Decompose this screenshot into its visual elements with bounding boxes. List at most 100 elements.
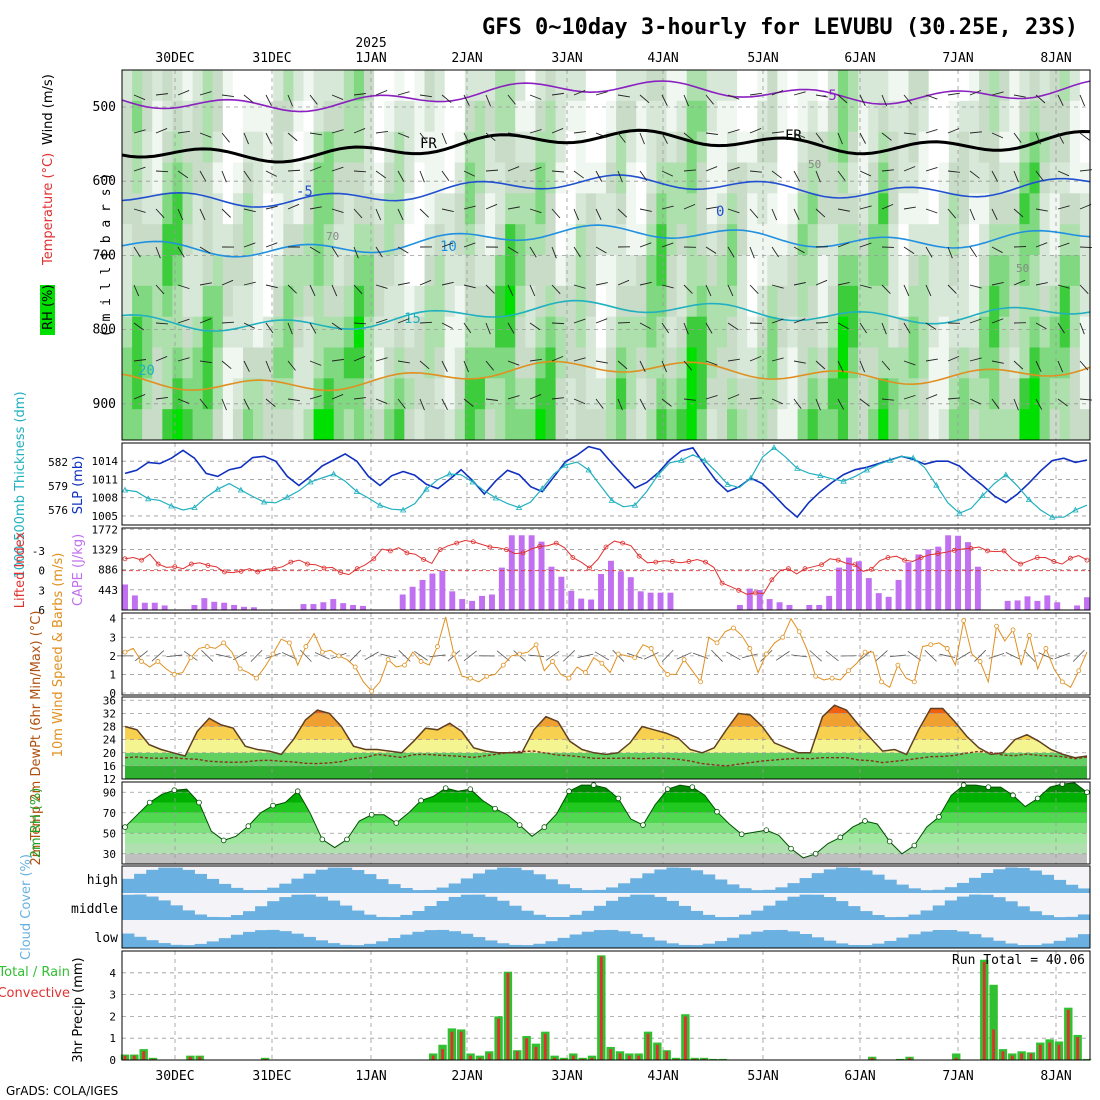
isotherm-label: 20 bbox=[138, 363, 155, 379]
wind-barb bbox=[419, 321, 433, 324]
rh-cell bbox=[222, 378, 234, 410]
rh-cell bbox=[404, 224, 415, 256]
wind10m-barb bbox=[1054, 652, 1070, 659]
wind-barb bbox=[1035, 132, 1041, 145]
rh-cell bbox=[848, 316, 859, 348]
rh-cell bbox=[817, 255, 829, 287]
rh-cell bbox=[162, 131, 173, 163]
wind-barb bbox=[727, 166, 740, 172]
cloud-bar bbox=[230, 887, 244, 893]
rh-cell bbox=[323, 193, 335, 225]
cloud-bar bbox=[751, 931, 764, 948]
pressure-tick-label: 900 bbox=[93, 397, 116, 412]
cloud-bar bbox=[436, 901, 449, 920]
lifted-marker bbox=[918, 555, 924, 560]
rh-cell bbox=[485, 255, 496, 287]
wind10m-marker bbox=[994, 623, 999, 629]
rh-cell bbox=[414, 409, 425, 441]
cloud-bar bbox=[860, 870, 873, 893]
cloud-bar bbox=[315, 869, 328, 893]
wind-barb bbox=[661, 170, 674, 177]
rh-cell bbox=[585, 409, 597, 441]
rh-cell bbox=[777, 162, 788, 194]
rh-cell bbox=[122, 409, 133, 441]
cape-bar bbox=[974, 566, 981, 610]
rh-cell bbox=[122, 224, 133, 256]
rh-cell bbox=[142, 285, 153, 318]
cloud-bar bbox=[436, 887, 449, 893]
wind-barb bbox=[881, 203, 894, 210]
rh-marker bbox=[1034, 795, 1041, 802]
cloud-bar bbox=[267, 929, 280, 948]
rh-cell bbox=[585, 193, 597, 225]
cloud-bar bbox=[993, 897, 1006, 920]
rh-cell bbox=[313, 409, 325, 441]
wind-barb bbox=[375, 170, 387, 179]
wind-barb bbox=[815, 398, 821, 411]
rh-cell bbox=[424, 378, 436, 410]
wind-barb bbox=[705, 395, 718, 400]
bottom-date-label: 2JAN bbox=[451, 1069, 482, 1084]
wind-barb bbox=[661, 360, 668, 373]
lifted-marker bbox=[752, 590, 758, 596]
rh-cell bbox=[868, 100, 879, 133]
wind-barb bbox=[309, 395, 322, 400]
rh-cell bbox=[757, 162, 768, 194]
rh-cell bbox=[1079, 409, 1091, 441]
cape-bar bbox=[875, 593, 882, 610]
wind-barb bbox=[265, 170, 277, 177]
wind-barb bbox=[749, 128, 762, 134]
wind-barb bbox=[353, 397, 366, 400]
lifted-marker bbox=[620, 540, 625, 546]
rh-cell bbox=[999, 316, 1010, 348]
cloud-bar bbox=[400, 934, 413, 948]
rh-cell bbox=[454, 100, 466, 133]
rh-cell bbox=[858, 409, 869, 441]
wind-barb bbox=[309, 322, 317, 334]
rh-cell bbox=[222, 224, 234, 256]
rh-cell bbox=[958, 100, 970, 133]
wind-barb bbox=[991, 281, 1004, 286]
rh-cell bbox=[384, 100, 395, 133]
cloud-bar bbox=[424, 889, 437, 893]
rh-marker bbox=[344, 836, 350, 843]
wind-barb bbox=[463, 398, 474, 407]
rh-cell bbox=[323, 347, 335, 379]
rh-marker bbox=[319, 836, 326, 843]
wind-barb bbox=[969, 170, 980, 179]
rh-cell bbox=[555, 347, 567, 379]
wind-barb bbox=[925, 166, 938, 172]
rh-cell bbox=[283, 224, 294, 256]
rh-cell bbox=[222, 255, 234, 287]
slp-line bbox=[124, 445, 1088, 519]
rh-cell bbox=[122, 378, 133, 410]
cloud-bar bbox=[642, 937, 655, 948]
rh-cell bbox=[1029, 70, 1041, 102]
rh-cell bbox=[979, 378, 990, 410]
rh-cell bbox=[505, 100, 516, 133]
rh-marker bbox=[615, 795, 622, 802]
wind-barb bbox=[793, 246, 805, 254]
thickness-marker bbox=[492, 494, 500, 501]
rh-cell bbox=[989, 378, 1000, 410]
rh-cell bbox=[646, 378, 657, 410]
wind-barb bbox=[133, 208, 146, 213]
cape-bar bbox=[786, 604, 793, 610]
cloud-bar bbox=[835, 901, 849, 920]
cloud-bar bbox=[315, 940, 328, 948]
cloud-bar bbox=[727, 916, 740, 920]
rh-cell bbox=[474, 347, 486, 379]
thickness-marker bbox=[933, 481, 940, 488]
cloud-bar bbox=[1053, 917, 1067, 920]
wind-barb bbox=[155, 170, 169, 173]
rh-cell bbox=[293, 255, 304, 287]
top-date-label: 7JAN bbox=[942, 51, 973, 66]
wind-barb bbox=[661, 205, 674, 210]
rh-cell bbox=[323, 162, 335, 194]
wind10m-marker bbox=[698, 679, 703, 685]
rh-cell bbox=[928, 255, 940, 287]
precip-convective-bar bbox=[553, 1057, 557, 1060]
thickness-marker bbox=[1072, 506, 1079, 513]
wind-barb bbox=[947, 397, 960, 400]
wind-barb bbox=[463, 205, 476, 210]
